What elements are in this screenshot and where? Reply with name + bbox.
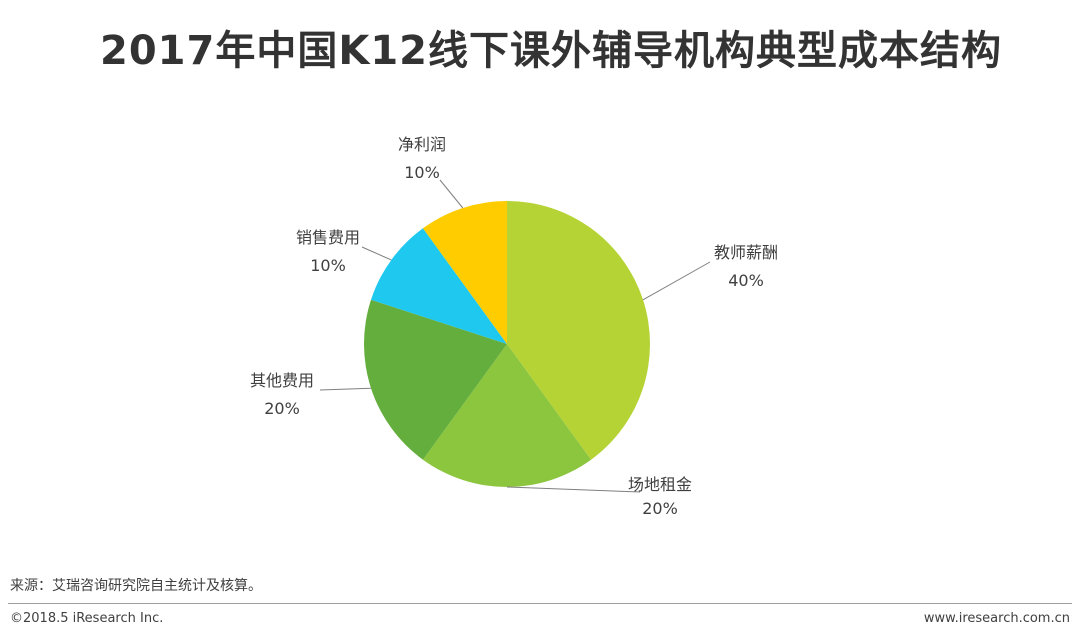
leader-line xyxy=(361,246,392,261)
slice-value-label: 40% xyxy=(728,271,764,290)
slice-label: 净利润 xyxy=(398,135,446,154)
slice-label: 教师薪酬 xyxy=(714,243,778,262)
pie-slice xyxy=(364,299,507,460)
slice-value-label: 20% xyxy=(642,499,678,518)
slice-label: 场地租金 xyxy=(628,475,692,494)
source-note: 来源：艾瑞咨询研究院自主统计及核算。 xyxy=(10,578,262,594)
copyright-text: ©2018.5 iResearch Inc. xyxy=(10,611,164,626)
slice-value-label: 10% xyxy=(310,256,346,275)
slice-value-label: 10% xyxy=(404,163,440,182)
slice-label: 其他费用 xyxy=(250,371,314,390)
pie-slice xyxy=(370,228,507,344)
chart-title: 2017年中国K12线下课外辅导机构典型成本结构 xyxy=(100,28,1002,74)
slice-value-label: 20% xyxy=(264,399,300,418)
website-link[interactable]: www.iresearch.com.cn xyxy=(923,611,1070,626)
pie-slice xyxy=(422,344,592,487)
leader-line xyxy=(642,261,711,301)
leader-line xyxy=(506,486,641,493)
pie-slice xyxy=(422,201,507,344)
leader-line xyxy=(439,179,464,209)
pie-slice xyxy=(507,201,650,460)
slice-label: 销售费用 xyxy=(296,228,360,247)
footer-divider xyxy=(8,603,1072,604)
leader-line xyxy=(319,387,372,391)
